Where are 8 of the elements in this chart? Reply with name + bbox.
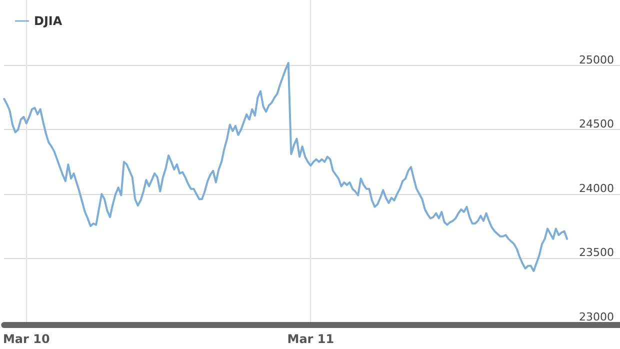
y-tick-label: 23500 (579, 246, 614, 260)
y-tick-label: 23000 (579, 310, 614, 324)
x-tick-label: Mar 11 (287, 332, 334, 346)
y-tick-label: 24000 (579, 182, 614, 195)
y-tick-label: 25000 (579, 54, 614, 67)
legend-label: DJIA (34, 14, 63, 28)
y-tick-label: 24500 (579, 118, 614, 131)
x-tick-label: Mar 10 (2, 332, 50, 346)
